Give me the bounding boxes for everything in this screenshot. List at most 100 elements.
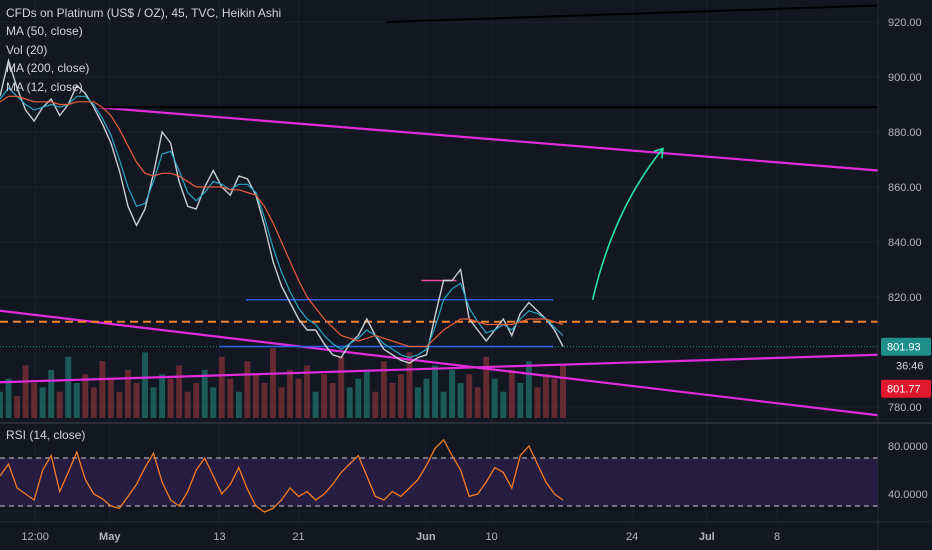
volume-bar: [150, 387, 157, 418]
volume-bar: [329, 383, 336, 418]
upper-magenta-trendline: [96, 106, 879, 172]
volume-bar: [39, 387, 46, 418]
time-tick-label: 21: [292, 531, 304, 543]
last-price-tag: 801.93: [881, 337, 931, 356]
arrow-head: [653, 147, 664, 159]
countdown-bg: [881, 356, 931, 375]
drawing-lines[interactable]: [0, 4, 879, 417]
volume-bar: [167, 378, 174, 418]
volume-bar: [116, 391, 123, 418]
volume-bar: [227, 378, 234, 418]
time-tick-label: 10: [486, 531, 498, 543]
rising-magenta-trendline: [0, 353, 879, 384]
volume-bar: [210, 387, 217, 418]
volume-bar: [551, 378, 558, 418]
volume-bar: [184, 391, 191, 418]
volume-bar: [278, 387, 285, 418]
price-tick-label: 840.00: [888, 237, 922, 249]
volume-bar: [397, 374, 404, 418]
volume-bar: [508, 369, 515, 418]
volume-bar: [5, 378, 12, 418]
chart-title[interactable]: CFDs on Platinum (US$ / OZ), 45, TVC, He…: [6, 6, 282, 20]
volume-bar: [525, 361, 532, 418]
volume-bar: [261, 383, 268, 418]
rsi-pane: [0, 438, 878, 513]
volume-bar: [159, 374, 166, 418]
indicator-vol[interactable]: Vol (20): [6, 42, 48, 57]
price-tick-label: 880.00: [888, 127, 922, 139]
time-tick-label: 12:00: [21, 531, 49, 543]
volume-bar: [99, 361, 106, 418]
time-tick-label: 24: [626, 531, 638, 543]
volume-bar: [56, 391, 63, 418]
volume-bar: [474, 387, 481, 418]
volume-bar: [423, 378, 430, 418]
volume-bar: [432, 365, 438, 418]
volume-bar: [22, 365, 29, 418]
volume-bar: [389, 383, 396, 418]
volume-bar: [363, 369, 370, 418]
volume-bar: [176, 365, 183, 418]
volume-bar: [457, 383, 464, 418]
volume-bar: [466, 374, 473, 418]
projection-arrow[interactable]: [591, 147, 664, 300]
time-tick-label: Jul: [699, 531, 715, 543]
volume-bar: [355, 378, 362, 418]
volume-bar: [252, 374, 259, 418]
volume-bar: [287, 369, 293, 418]
volume-bar: [193, 383, 200, 418]
volume-bar: [338, 356, 345, 418]
volume-bar: [107, 378, 114, 418]
volume-bar: [90, 387, 97, 418]
volume-bar: [449, 369, 456, 418]
rsi-line: [0, 438, 564, 513]
last-price-tag-text: 801.93: [887, 342, 921, 354]
volume-bar: [14, 396, 21, 418]
rsi-tick-label: 40.0000: [888, 489, 928, 501]
rsi-band: [0, 458, 878, 506]
volume-bar: [82, 374, 89, 418]
ma12-line: [0, 87, 564, 359]
chart-legend: CFDs on Platinum (US$ / OZ), 45, TVC, He…: [6, 4, 281, 96]
volume-bar: [380, 361, 387, 418]
volume-bar: [235, 391, 242, 418]
volume-bar: [406, 352, 413, 418]
volume-bar: [270, 348, 276, 418]
time-tick-label: May: [99, 531, 121, 543]
lower-magenta-trendline: [0, 309, 879, 417]
indicator-ma50[interactable]: MA (50, close): [6, 24, 83, 39]
volume-bar: [321, 374, 328, 418]
volume-bar: [491, 378, 498, 418]
time-tick-label: 13: [213, 531, 225, 543]
price-tick-label: 920.00: [888, 17, 922, 29]
volume-bar: [346, 387, 353, 418]
volume-bar: [440, 391, 447, 418]
price-tick-label: 780.00: [888, 402, 922, 414]
volume-bar: [48, 369, 55, 418]
volume-bar: [218, 356, 225, 418]
indicator-ma12[interactable]: MA (12, close): [6, 79, 83, 94]
volume-bar: [244, 361, 251, 418]
grid-lines: [0, 0, 878, 522]
ma50-line: [0, 95, 564, 348]
rsi-label[interactable]: RSI (14, close): [6, 428, 86, 442]
volume-bar: [73, 383, 80, 418]
volume-bar: [415, 387, 421, 418]
arrow-shaft: [591, 147, 664, 300]
volume-bar: [142, 352, 148, 418]
countdown-text: 36:46: [896, 361, 924, 373]
volume-bar: [517, 383, 524, 418]
countdown-tag: 36:46: [881, 356, 931, 375]
level-tag: 801.77: [881, 379, 931, 398]
volume-bar: [500, 391, 507, 418]
time-tick-label: 8: [774, 531, 780, 543]
volume-bar: [560, 365, 566, 418]
time-tick-label: Jun: [416, 531, 436, 543]
volume-bar: [542, 374, 549, 418]
price-tick-label: 900.00: [888, 72, 922, 84]
level-tag-bg: [881, 379, 931, 398]
level-tag-text: 801.77: [887, 384, 921, 396]
indicator-ma200[interactable]: MA (200, close): [6, 61, 90, 76]
